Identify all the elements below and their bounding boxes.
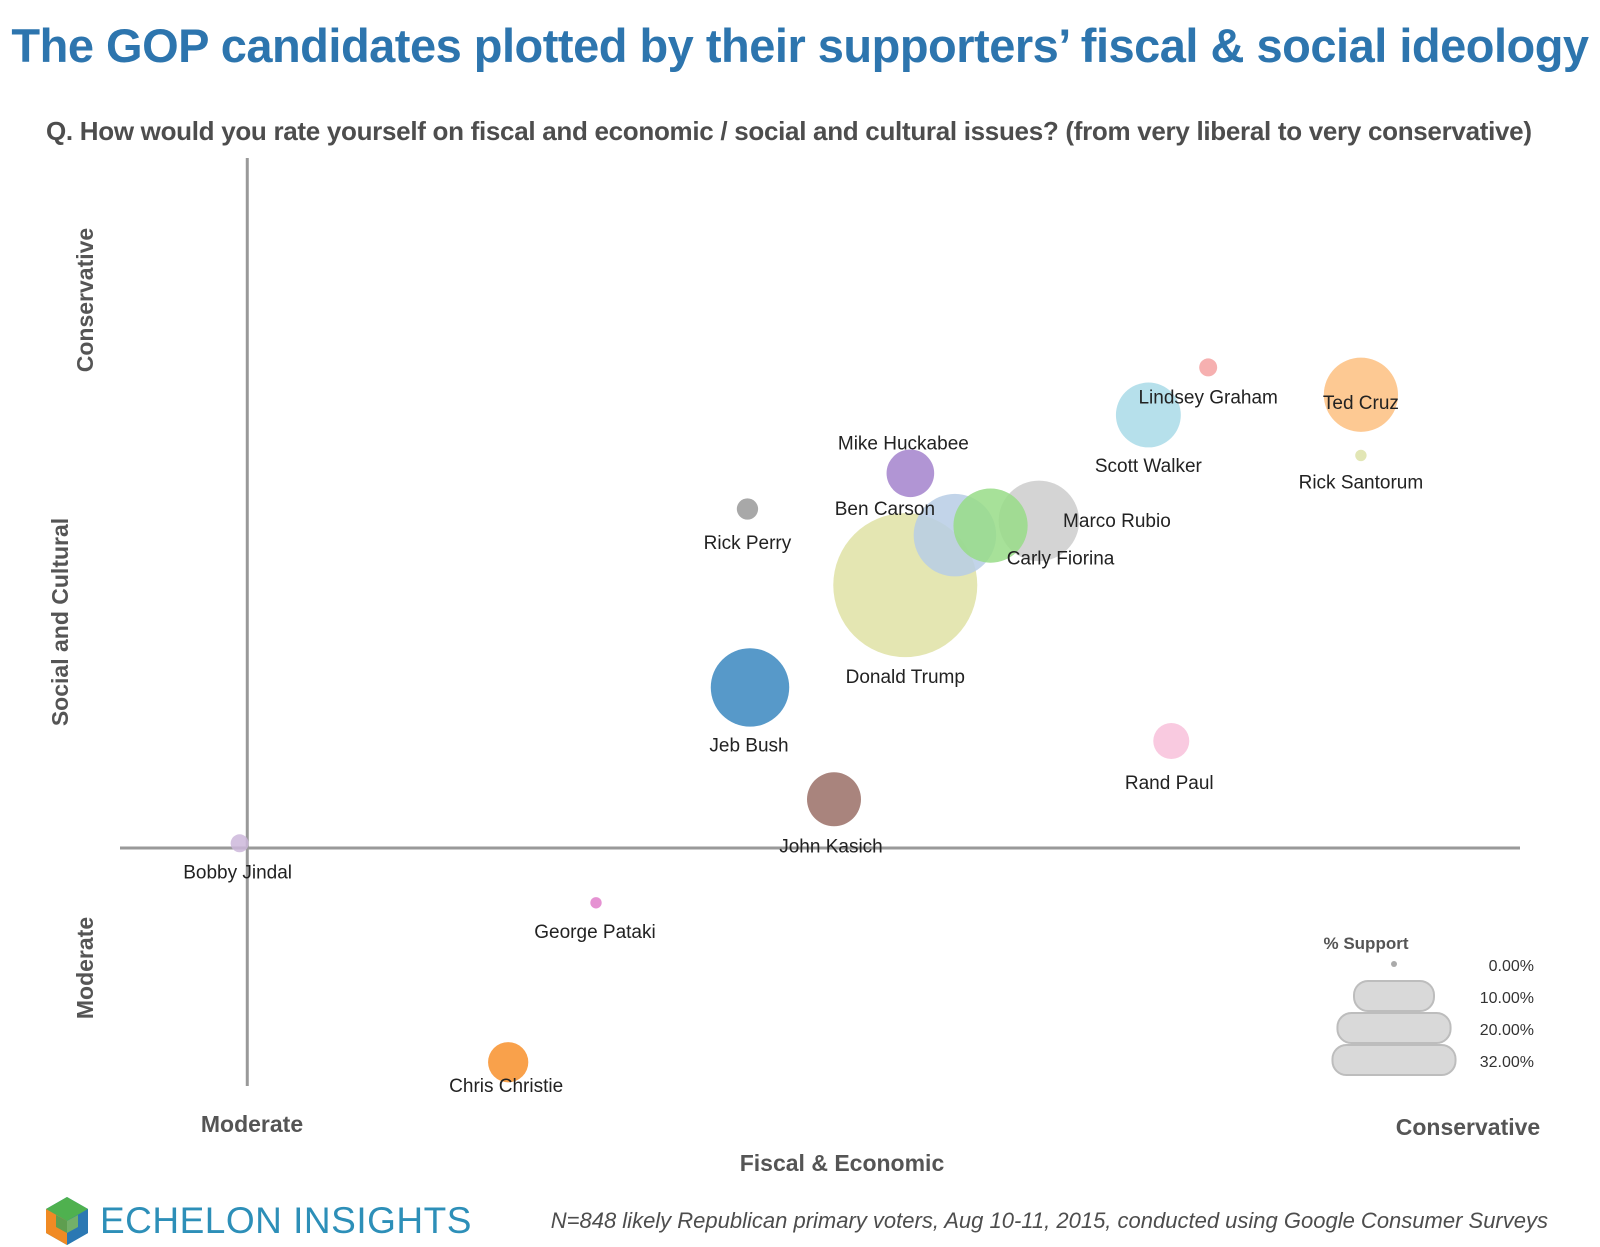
- echelon-insights-logo: ECHELON INSIGHTS: [44, 1195, 472, 1247]
- bubble-label-lindsey-graham: Lindsey Graham: [1138, 387, 1277, 408]
- bubble-label-jeb-bush: Jeb Bush: [709, 735, 788, 756]
- logo-text: ECHELON INSIGHTS: [100, 1200, 472, 1241]
- bubble-label-ben-carson: Ben Carson: [835, 499, 935, 520]
- bubble-ted-cruz: [1323, 357, 1399, 432]
- bubble-rick-perry: [736, 498, 759, 520]
- bubble-label-john-kasich: John Kasich: [779, 836, 883, 857]
- bubble-rick-santorum: [1355, 449, 1367, 462]
- bubble-bobby-jindal: [230, 834, 249, 853]
- bubble-chris-christie: [488, 1042, 529, 1083]
- bubble-label-chris-christie: Chris Christie: [449, 1076, 563, 1097]
- bubble-mike-huckabee: [886, 449, 935, 498]
- bubble-carly-fiorina: [953, 488, 1028, 563]
- x-axis-title: Fiscal & Economic: [740, 1150, 945, 1176]
- x-axis-left-label: Moderate: [201, 1111, 303, 1137]
- hexagon-cube-icon: [46, 1197, 88, 1245]
- y-axis-bottom-label: Moderate: [72, 917, 98, 1019]
- bubble-label-mike-huckabee: Mike Huckabee: [838, 433, 969, 454]
- bubble-jeb-bush: [710, 648, 790, 727]
- legend-size-marker: [1336, 1012, 1452, 1044]
- bubble-george-pataki: [590, 897, 602, 909]
- bubble-label-george-pataki: George Pataki: [534, 922, 655, 943]
- y-axis-top-label: Conservative: [72, 228, 98, 372]
- chart-title: The GOP candidates plotted by their supp…: [11, 19, 1589, 72]
- bubble-label-carly-fiorina: Carly Fiorina: [1007, 549, 1115, 570]
- bubble-scott-walker: [1115, 382, 1181, 448]
- bubble-rand-paul: [1153, 722, 1190, 759]
- bubble-label-rand-paul: Rand Paul: [1125, 773, 1214, 794]
- footer-note: N=848 likely Republican primary voters, …: [550, 1208, 1548, 1233]
- bubble-label-scott-walker: Scott Walker: [1095, 456, 1203, 477]
- bubble-label-ted-cruz: Ted Cruz: [1323, 393, 1399, 414]
- legend-size-marker: [1331, 1044, 1457, 1076]
- x-axis-right-label: Conservative: [1396, 1114, 1540, 1140]
- legend-size-label: 20.00%: [1480, 1022, 1534, 1039]
- bubble-lindsey-graham: [1199, 358, 1218, 377]
- legend-title: % Support: [1324, 934, 1409, 953]
- legend-size-label: 10.00%: [1480, 990, 1534, 1007]
- bubble-label-donald-trump: Donald Trump: [846, 667, 965, 688]
- chart-subtitle: Q. How would you rate yourself on fiscal…: [46, 116, 1532, 146]
- y-axis-title: Social and Cultural: [47, 518, 73, 726]
- bubble-label-rick-santorum: Rick Santorum: [1299, 472, 1424, 493]
- legend-size-marker: [1391, 961, 1397, 967]
- bubble-label-bobby-jindal: Bobby Jindal: [183, 862, 292, 883]
- legend-size-label: 32.00%: [1480, 1054, 1534, 1071]
- legend-size-marker: [1353, 980, 1435, 1012]
- bubble-john-kasich: [807, 772, 861, 827]
- bubble-label-rick-perry: Rick Perry: [704, 533, 792, 554]
- bubble-label-marco-rubio: Marco Rubio: [1063, 511, 1171, 532]
- legend-size-label: 0.00%: [1489, 958, 1534, 975]
